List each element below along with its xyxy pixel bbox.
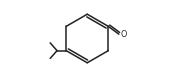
Text: O: O bbox=[120, 30, 126, 39]
